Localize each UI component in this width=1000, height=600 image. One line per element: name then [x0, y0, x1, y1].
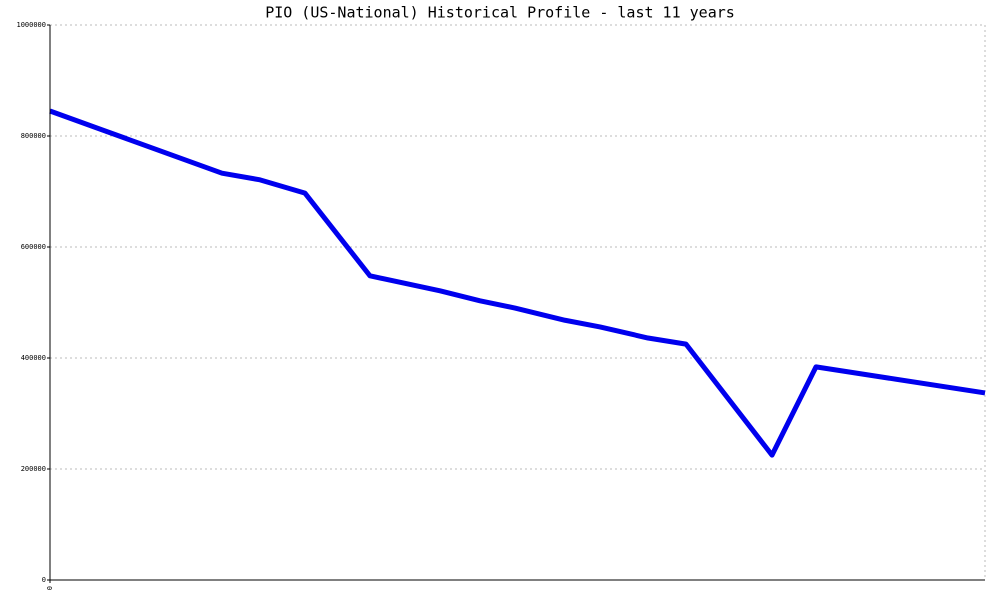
x-tick-label: 0	[46, 586, 54, 590]
y-tick-label: 800000	[21, 132, 46, 140]
line-series	[49, 108, 986, 458]
chart-title: PIO (US-National) Historical Profile - l…	[265, 4, 735, 22]
y-tick-label: 1000000	[16, 21, 46, 29]
y-tick-label: 600000	[21, 243, 46, 251]
y-tick-label: 0	[42, 576, 46, 584]
plot	[49, 108, 986, 458]
y-tick-label: 200000	[21, 465, 46, 473]
y-tick-label: 400000	[21, 354, 46, 362]
